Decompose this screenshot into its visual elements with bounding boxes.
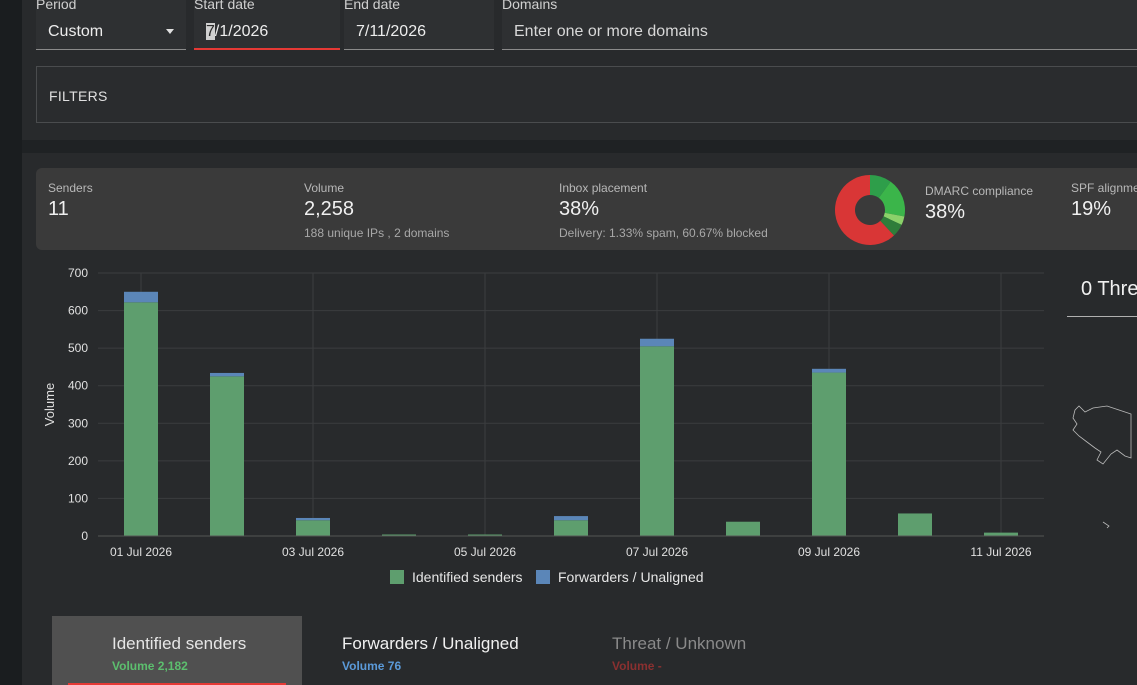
donut-slice-compliant-olive bbox=[880, 216, 902, 236]
filters-label: FILTERS bbox=[49, 88, 108, 104]
y-tick-label: 700 bbox=[68, 266, 88, 280]
y-tick-label: 200 bbox=[68, 454, 88, 468]
y-tick-label: 500 bbox=[68, 341, 88, 355]
y-tick-label: 600 bbox=[68, 304, 88, 318]
stat-spf-title: SPF alignme bbox=[1071, 181, 1137, 195]
world-map bbox=[1072, 405, 1132, 529]
filters-expander[interactable]: FILTERS bbox=[36, 66, 1137, 123]
y-tick-label: 100 bbox=[68, 491, 88, 505]
stat-senders-value: 11 bbox=[48, 198, 69, 220]
legend-label[interactable]: Identified senders bbox=[412, 569, 523, 585]
map-outline-islands bbox=[1102, 521, 1110, 529]
stat-inbox-title: Inbox placement bbox=[559, 181, 648, 195]
bar-identified[interactable] bbox=[382, 534, 416, 536]
bar-identified[interactable] bbox=[296, 520, 330, 536]
x-tick-label: 01 Jul 2026 bbox=[110, 545, 172, 559]
x-tick-label: 11 Jul 2026 bbox=[970, 545, 1031, 559]
period-value: Custom bbox=[48, 23, 104, 40]
domains-placeholder: Enter one or more domains bbox=[514, 23, 708, 40]
map-outline-alaska bbox=[1072, 405, 1132, 465]
bar-forwarders[interactable] bbox=[124, 291, 158, 303]
x-tick-label: 09 Jul 2026 bbox=[798, 545, 860, 559]
bar-identified[interactable] bbox=[984, 532, 1018, 536]
period-select[interactable]: Period Custom bbox=[36, 0, 186, 50]
start-date-field[interactable]: Start date 7/1/2026 bbox=[194, 0, 340, 50]
stat-dmarc-value: 38% bbox=[925, 201, 966, 223]
tab-threat-label: Threat / Unknown bbox=[612, 634, 747, 653]
bar-identified[interactable] bbox=[124, 302, 158, 536]
bar-identified[interactable] bbox=[554, 520, 588, 536]
domains-label: Domains bbox=[502, 0, 558, 12]
volume-bar-chart: 0 100 200 300 400 500 600 700 Volume 01 Jul 2026 0… bbox=[42, 266, 1044, 585]
bar-forwarders[interactable] bbox=[640, 338, 674, 347]
stat-volume-sub: 188 unique IPs , 2 domains bbox=[304, 226, 450, 240]
bar-forwarders[interactable] bbox=[296, 517, 330, 521]
stat-dmarc-title: DMARC compliance bbox=[925, 184, 1034, 198]
stat-spf-value: 19% bbox=[1071, 198, 1112, 220]
stat-senders-title: Senders bbox=[48, 181, 93, 195]
period-label: Period bbox=[36, 0, 77, 12]
y-tick-label: 0 bbox=[81, 529, 88, 543]
start-date-value: 7/1/2026 bbox=[206, 23, 269, 40]
end-date-field[interactable]: End date 7/11/2026 bbox=[344, 0, 494, 50]
start-date-label: Start date bbox=[194, 0, 255, 12]
bar-forwarders[interactable] bbox=[554, 516, 588, 521]
tab-identified-volume: Volume 2,182 bbox=[112, 659, 188, 673]
bar-identified[interactable] bbox=[898, 513, 932, 536]
end-date-value: 7/11/2026 bbox=[356, 23, 426, 40]
x-tick-label: 03 Jul 2026 bbox=[282, 545, 344, 559]
stat-dmarc: DMARC compliance 38% bbox=[925, 184, 1033, 224]
legend-swatch bbox=[536, 570, 550, 584]
y-tick-label: 400 bbox=[68, 379, 88, 393]
tab-threat-volume: Volume - bbox=[612, 659, 662, 673]
tab-forwarders-unaligned[interactable]: Forwarders / Unaligned Volume 76 bbox=[302, 616, 572, 685]
tab-threat-unknown[interactable]: Threat / Unknown Volume - bbox=[572, 616, 822, 685]
tab-identified-label: Identified senders bbox=[112, 634, 247, 653]
threat-card-title: 0 Thre bbox=[1081, 278, 1137, 300]
domains-input[interactable]: Domains Enter one or more domains bbox=[502, 0, 1137, 50]
stat-volume-title: Volume bbox=[304, 181, 345, 195]
dmarc-donut-chart bbox=[835, 175, 905, 245]
bar-identified[interactable] bbox=[640, 346, 674, 536]
y-tick-label: 300 bbox=[68, 416, 88, 430]
tab-forwarders-label: Forwarders / Unaligned bbox=[342, 634, 519, 653]
bar-identified[interactable] bbox=[726, 521, 760, 536]
stat-spf: SPF alignme 19% bbox=[1071, 181, 1137, 221]
stat-inbox-sub: Delivery: 1.33% spam, 60.67% blocked bbox=[559, 226, 768, 240]
stats-bar: Senders 11 Volume 2,258 188 unique IPs ,… bbox=[36, 168, 1137, 250]
bar-identified[interactable] bbox=[468, 534, 502, 536]
bar-identified[interactable] bbox=[812, 372, 846, 536]
stat-inbox: Inbox placement 38% Delivery: 1.33% spam… bbox=[559, 181, 768, 240]
end-date-label: End date bbox=[344, 0, 401, 12]
tab-forwarders-volume: Volume 76 bbox=[342, 659, 402, 673]
chevron-down-icon bbox=[166, 29, 174, 34]
x-tick-label: 07 Jul 2026 bbox=[626, 545, 688, 559]
stat-inbox-value: 38% bbox=[559, 198, 600, 220]
stat-volume-value: 2,258 bbox=[304, 198, 355, 220]
stat-volume: Volume 2,258 188 unique IPs , 2 domains bbox=[304, 181, 449, 240]
bar-forwarders[interactable] bbox=[210, 372, 244, 377]
stat-senders: Senders 11 bbox=[48, 181, 93, 221]
donut-slice-compliant-mid bbox=[878, 181, 905, 217]
bar-identified[interactable] bbox=[210, 376, 244, 536]
donut-slice-non-compliant bbox=[835, 175, 894, 245]
bar-forwarders[interactable] bbox=[812, 368, 846, 373]
legend-swatch bbox=[390, 570, 404, 584]
donut-slice-compliant-light bbox=[883, 212, 905, 225]
x-tick-label: 05 Jul 2026 bbox=[454, 545, 516, 559]
left-gutter bbox=[0, 0, 22, 685]
donut-slice-compliant-dark bbox=[870, 175, 891, 198]
y-axis-label: Volume bbox=[42, 383, 57, 426]
legend-label[interactable]: Forwarders / Unaligned bbox=[558, 569, 704, 585]
active-tab-indicator bbox=[68, 683, 286, 685]
threat-card[interactable]: 0 Thre bbox=[1067, 262, 1137, 317]
tab-identified-senders[interactable]: Identified senders Volume 2,182 bbox=[52, 616, 302, 685]
